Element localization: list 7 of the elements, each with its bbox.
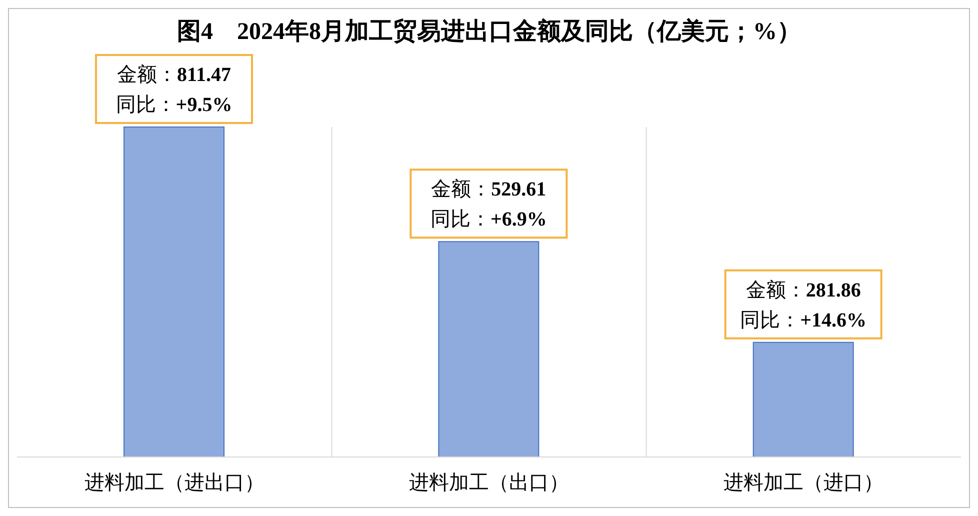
data-label: 金额：529.61 同比：+6.9%	[430, 178, 547, 231]
x-tick-label: 进料加工（进出口）	[84, 472, 264, 494]
x-tick-label: 进料加工（出口）	[409, 472, 569, 494]
x-tick-label: 进料加工（进口）	[724, 472, 884, 494]
data-label: 金额：811.47 同比：+9.5%	[116, 64, 232, 116]
chart-title: 图4 2024年8月加工贸易进出口金额及同比（亿美元；%）	[176, 17, 802, 47]
data-label: 金额：281.86 同比：+14.6%	[740, 279, 867, 332]
